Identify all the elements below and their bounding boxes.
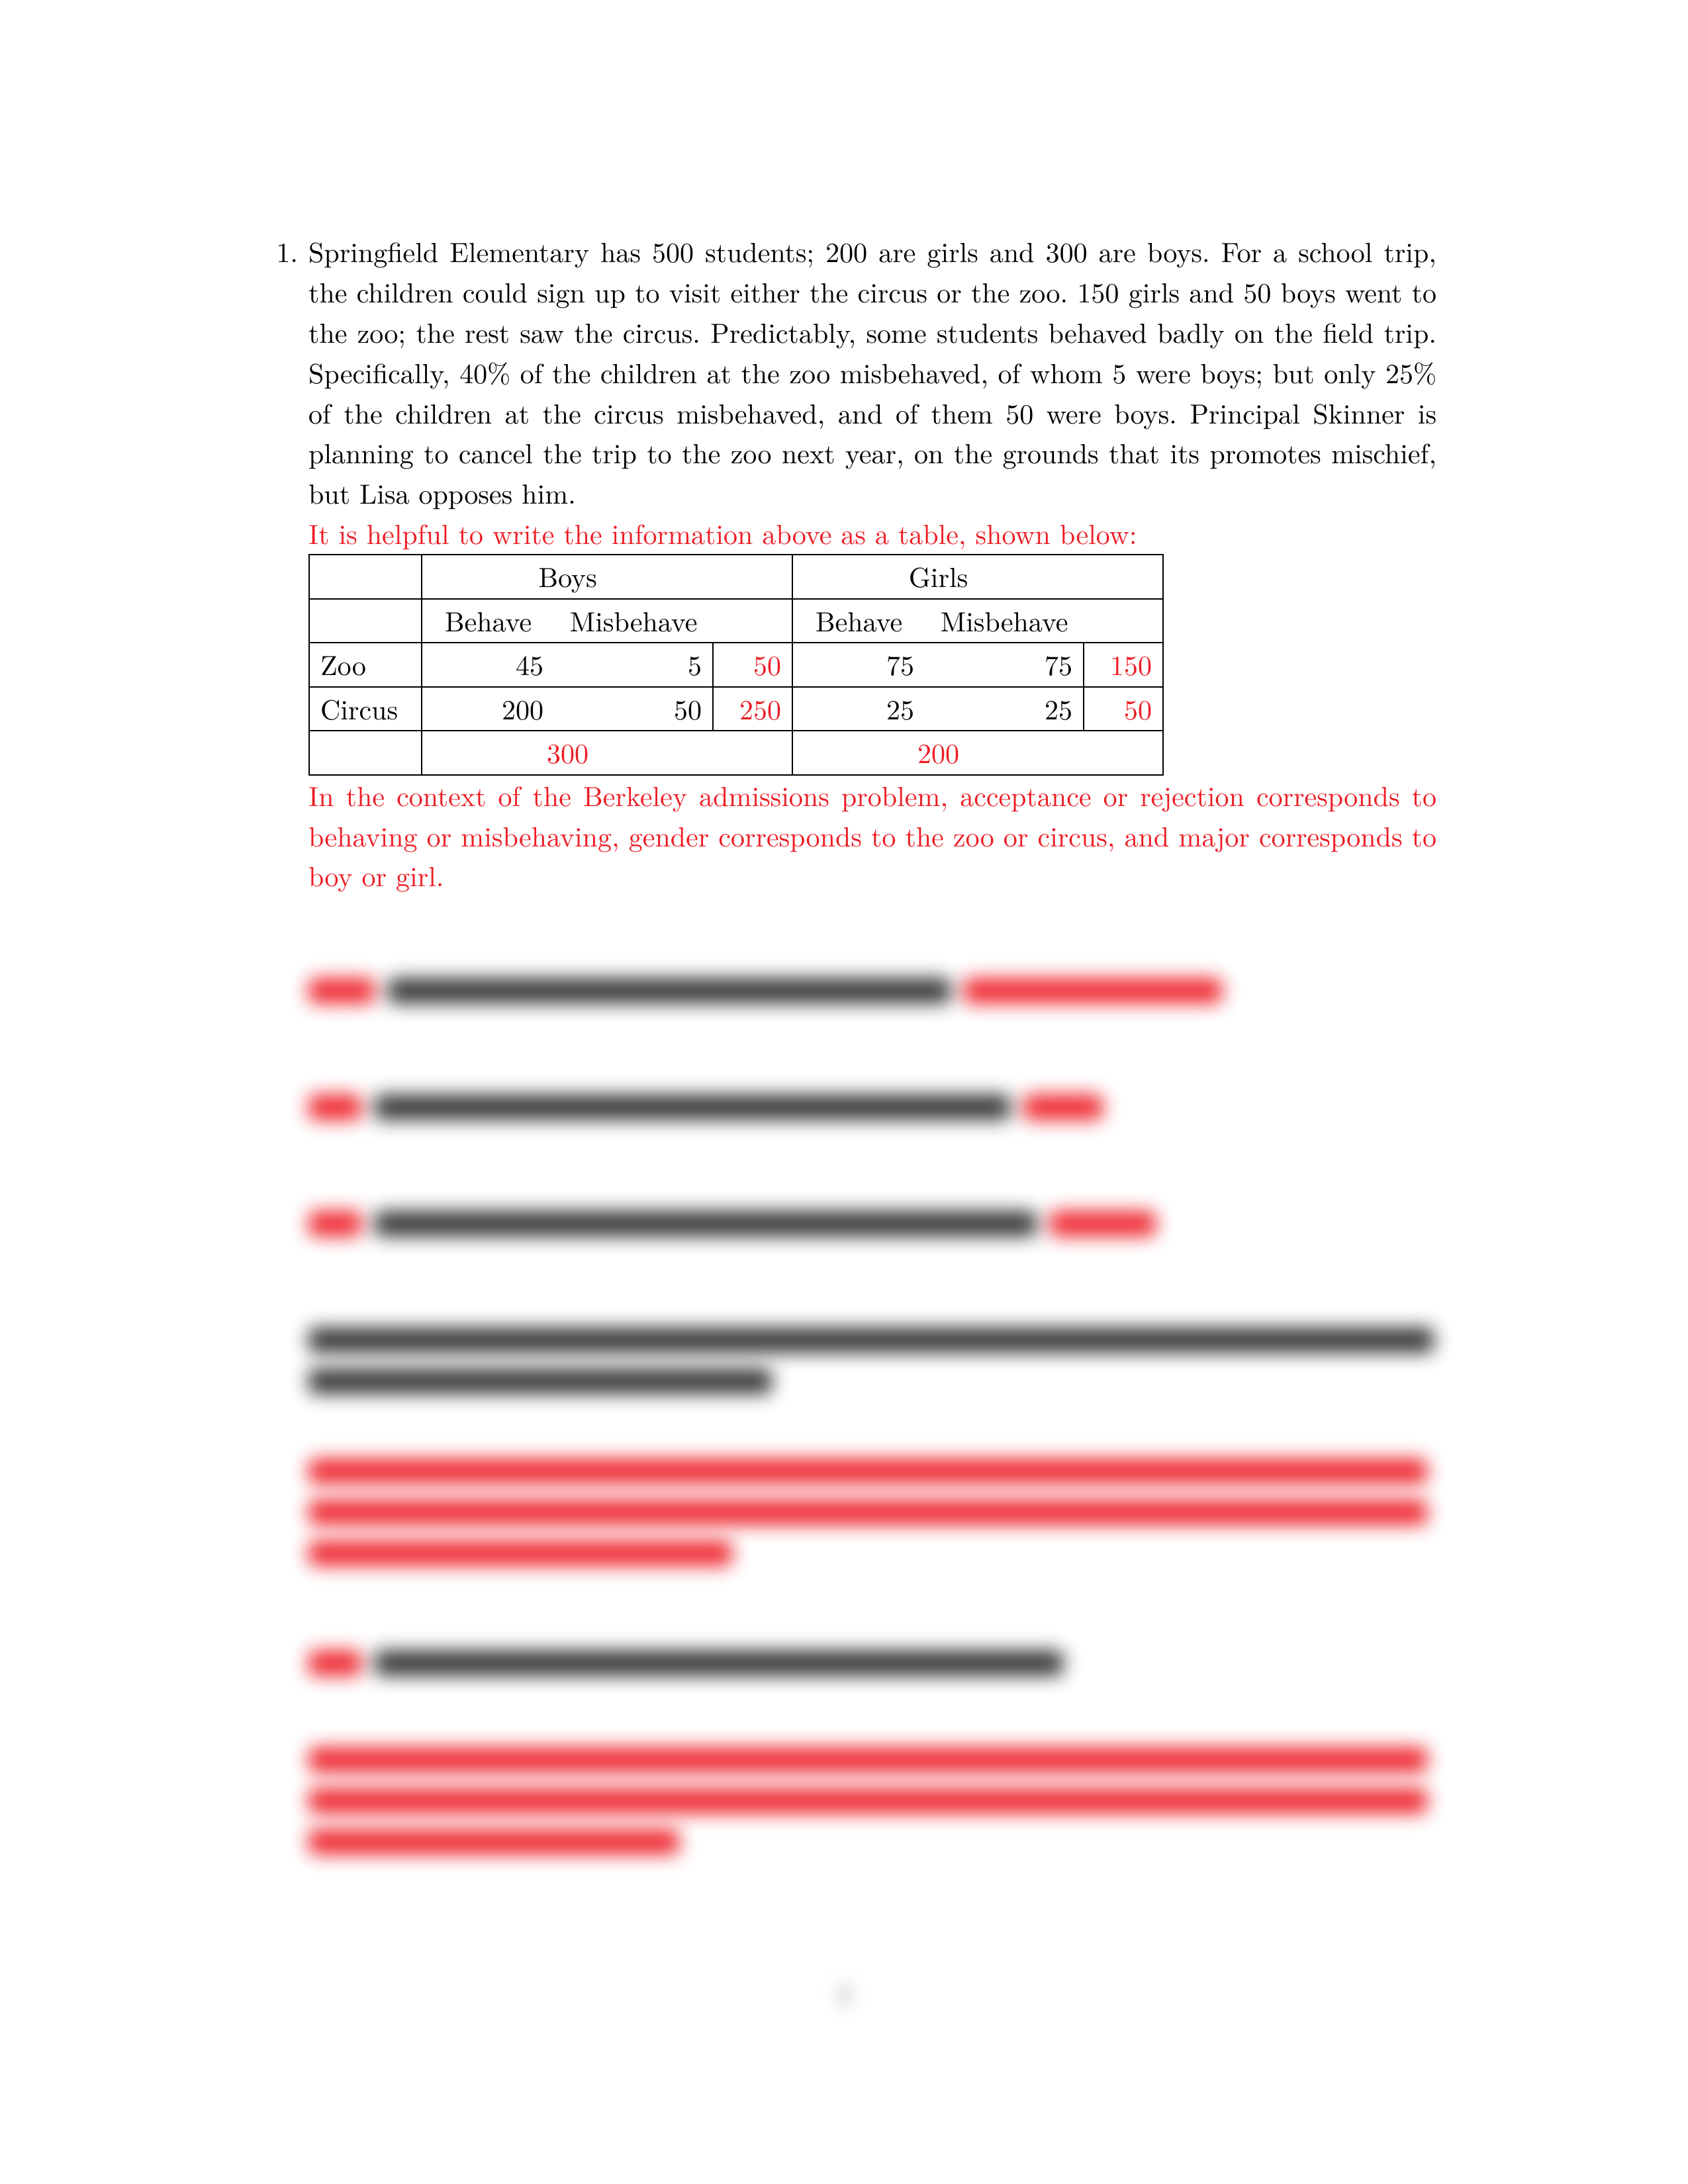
table-cell: Behave (792, 599, 925, 643)
page-number: 2 (0, 1973, 1688, 2012)
content-area: 1. Springfield Elementary has 500 studen… (252, 232, 1436, 1857)
table-cell (713, 555, 792, 599)
blurred-line (308, 1092, 1436, 1122)
table-cell: Misbehave (925, 599, 1084, 643)
blurred-line (308, 976, 1436, 1006)
question-body: Springfield Elementary has 500 students;… (308, 232, 1436, 1857)
blurred-region (308, 976, 1436, 1857)
table-cell (309, 599, 422, 643)
table-cell (309, 731, 422, 775)
table-cell (1084, 731, 1163, 775)
table-cell: 300 (422, 731, 713, 775)
page: 1. Springfield Elementary has 500 studen… (0, 0, 1688, 2184)
table-row: Boys Girls (309, 555, 1163, 599)
table-cell: 45 (422, 643, 554, 687)
table-cell (309, 555, 422, 599)
table-cell: 50 (554, 687, 713, 731)
question-number: 1. (252, 232, 308, 1857)
table-cell: 50 (1084, 687, 1163, 731)
table-cell: 25 (792, 687, 925, 731)
blurred-line (308, 1497, 1436, 1527)
table-cell: 25 (925, 687, 1084, 731)
table-cell: Misbehave (554, 599, 713, 643)
table-cell: Behave (422, 599, 554, 643)
table-cell: Boys (422, 555, 713, 599)
table-row: BehaveMisbehaveBehaveMisbehave (309, 599, 1163, 643)
table-cell: Zoo (309, 643, 422, 687)
table-row: 300 200 (309, 731, 1163, 775)
blurred-line (308, 1786, 1436, 1816)
blurred-line (308, 1648, 1436, 1678)
table-row: Zoo455507575150 (309, 643, 1163, 687)
table-cell: 150 (1084, 643, 1163, 687)
table-cell (713, 599, 792, 643)
blurred-line (308, 1325, 1436, 1355)
table-cell: 75 (792, 643, 925, 687)
blurred-line (308, 1827, 1436, 1857)
table-cell: Circus (309, 687, 422, 731)
question-text: Springfield Elementary has 500 students;… (308, 232, 1436, 514)
table-cell (1084, 555, 1163, 599)
blurred-line (308, 1745, 1436, 1775)
table-cell (1084, 599, 1163, 643)
behavior-table: BoysGirlsBehaveMisbehaveBehaveMisbehaveZ… (308, 554, 1164, 776)
table-cell: 200 (422, 687, 554, 731)
table-cell (713, 731, 792, 775)
blurred-line (308, 1538, 1436, 1569)
table-cell: 200 (792, 731, 1084, 775)
table-cell: 50 (713, 643, 792, 687)
blurred-line (308, 1456, 1436, 1486)
table-cell: 5 (554, 643, 713, 687)
context-paragraph: In the context of the Berkeley admission… (308, 776, 1436, 897)
blurred-line (308, 1366, 1436, 1396)
question-item: 1. Springfield Elementary has 500 studen… (252, 232, 1436, 1857)
table-cell: Girls (792, 555, 1084, 599)
table-row: Circus20050250252550 (309, 687, 1163, 731)
table-cell: 250 (713, 687, 792, 731)
table-cell: 75 (925, 643, 1084, 687)
blurred-line (308, 1208, 1436, 1239)
table-caption: It is helpful to write the information a… (308, 514, 1436, 554)
